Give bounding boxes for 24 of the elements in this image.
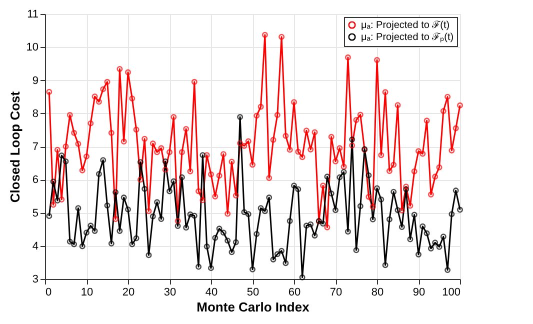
x-tick-label: 40 xyxy=(205,286,218,298)
x-tick-label: 20 xyxy=(122,286,135,298)
y-tick-label: 6 xyxy=(32,174,38,186)
y-tick-label: 10 xyxy=(26,42,38,54)
y-tick-label: 5 xyxy=(32,207,38,220)
x-tick-label: 10 xyxy=(80,286,94,298)
y-tick-label: 8 xyxy=(32,108,38,120)
y-tick-label: 9 xyxy=(32,74,38,87)
x-tick-label: 80 xyxy=(371,286,384,298)
x-tick-label: 30 xyxy=(164,286,176,298)
y-tick-label: 7 xyxy=(32,141,38,153)
x-tick-label: 70 xyxy=(330,286,342,298)
y-tick-label: 3 xyxy=(32,274,38,286)
x-tick-label: 100 xyxy=(442,286,460,298)
x-tick-label: 50 xyxy=(246,286,260,298)
x-axis-title: Monte Carlo Index xyxy=(196,300,310,314)
x-tick-label: 0 xyxy=(46,286,52,298)
legend-label: μₐ: Projected to ℱₚ(t) xyxy=(361,32,454,43)
x-tick-label: 60 xyxy=(288,286,301,298)
x-tick-label: 90 xyxy=(412,286,426,298)
y-axis-title: Closed Loop Cost xyxy=(7,90,22,203)
y-tick-label: 11 xyxy=(27,8,38,20)
y-tick-label: 4 xyxy=(32,240,38,252)
legend-label: μₐ: Projected to ℱ(t) xyxy=(361,20,450,31)
